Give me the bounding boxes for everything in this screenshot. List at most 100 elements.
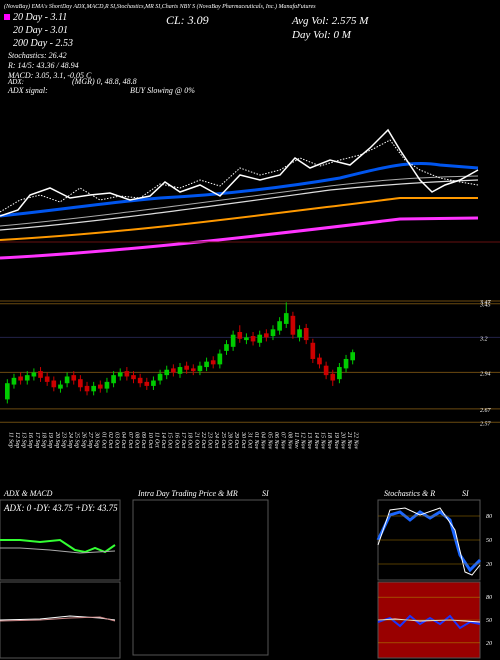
ma-40 bbox=[0, 175, 479, 227]
candle-body bbox=[230, 334, 236, 347]
candle-body bbox=[270, 329, 276, 337]
candle-body bbox=[91, 385, 96, 392]
candle-body bbox=[310, 342, 316, 359]
x-tick-label: 23 Sep bbox=[60, 432, 66, 448]
panel-title: Intra Day Trading Price & MR bbox=[137, 489, 238, 498]
candle-body bbox=[131, 375, 136, 380]
x-tick-label: 04 Nov bbox=[260, 432, 267, 450]
x-tick-label: 21 Oct bbox=[193, 432, 199, 448]
macd-signal bbox=[0, 616, 116, 622]
candle-body bbox=[38, 371, 43, 378]
x-tick-label: 23 Oct bbox=[207, 432, 213, 448]
x-tick-label: 12 Nov bbox=[300, 432, 306, 450]
candle-body bbox=[97, 384, 103, 389]
candle-body bbox=[337, 367, 342, 380]
candle-body bbox=[84, 385, 90, 392]
candle-body bbox=[204, 361, 209, 368]
candle-body bbox=[144, 381, 150, 386]
ema-label: 20 Day - 3.01 bbox=[13, 25, 68, 36]
adx-line bbox=[0, 538, 116, 554]
x-tick-label: 18 Sep bbox=[41, 432, 47, 448]
avg-vol: Avg Vol: 2.575 M bbox=[291, 15, 369, 27]
close-label: CL: 3.09 bbox=[166, 13, 209, 27]
day-vol: Day Vol: 0 M bbox=[291, 29, 352, 41]
candle-body bbox=[224, 344, 229, 351]
y-tick-label: 20 bbox=[486, 562, 492, 568]
candle-body bbox=[350, 352, 356, 361]
x-tick-label: 30 Sep bbox=[94, 431, 100, 448]
candle-body bbox=[111, 375, 116, 384]
x-tick-label: 11 Oct bbox=[153, 432, 159, 448]
x-tick-label: 31 Oct bbox=[246, 431, 252, 448]
x-tick-label: 25 Oct bbox=[220, 432, 226, 448]
x-tick-label: 18 Oct bbox=[187, 432, 193, 448]
candle-body bbox=[210, 360, 216, 365]
x-tick-label: 13 Sep bbox=[21, 432, 27, 448]
rsi-line bbox=[377, 618, 481, 623]
x-tick-label: 04 Oct bbox=[120, 432, 127, 448]
x-tick-label: 08 Nov bbox=[286, 432, 292, 450]
x-tick-label: 11 Nov bbox=[293, 432, 299, 449]
x-tick-label: 21 Nov bbox=[346, 432, 352, 450]
candle-body bbox=[51, 380, 57, 388]
x-tick-label: 06 Nov bbox=[273, 432, 279, 450]
x-tick-label: 15 Nov bbox=[319, 432, 325, 450]
y-tick-label: 3.45 bbox=[479, 302, 491, 309]
x-tick-label: 18 Nov bbox=[326, 432, 332, 450]
y-tick-label: 3.47 bbox=[479, 299, 492, 306]
x-tick-label: 19 Sep bbox=[47, 432, 53, 448]
candle-body bbox=[71, 375, 77, 381]
x-tick-label: 28 Oct bbox=[226, 432, 232, 448]
x-tick-label: 15 Oct bbox=[167, 432, 173, 448]
price-panel: 3.473.45 3.2 2.94 2.67 2.57 11 Sep 12 Sep 13 Se… bbox=[0, 299, 500, 450]
candle-body bbox=[64, 376, 70, 384]
x-tick-label: 05 Nov bbox=[266, 432, 272, 450]
x-tick-label: 08 Oct bbox=[134, 432, 140, 448]
candle-body bbox=[330, 373, 336, 381]
price-line bbox=[0, 128, 479, 217]
y-tick-label: 2.94 bbox=[480, 370, 491, 377]
x-tick-label: 14 Oct bbox=[160, 432, 167, 448]
x-tick-label: 16 Oct bbox=[173, 432, 179, 448]
candle-body bbox=[31, 372, 37, 377]
candle-body bbox=[124, 371, 130, 377]
candle-body bbox=[24, 375, 30, 381]
candle-body bbox=[171, 368, 176, 373]
x-tick-label: 03 Oct bbox=[114, 432, 120, 448]
y-tick-label: 50 bbox=[486, 618, 492, 624]
candle-body bbox=[303, 327, 309, 341]
panel-title: ADX & MACD bbox=[3, 489, 53, 498]
adx-signal: ADX signal: bbox=[7, 86, 48, 95]
x-tick-label: 27 Sep bbox=[87, 432, 93, 448]
candle-body bbox=[290, 315, 296, 335]
y-tick-label: 80 bbox=[486, 514, 492, 520]
x-tick-label: 07 Oct bbox=[127, 432, 133, 448]
candle-body bbox=[283, 313, 289, 324]
candle-body bbox=[317, 357, 322, 365]
x-tick-label: 14 Nov bbox=[313, 432, 320, 450]
x-tick-label: 24 Oct bbox=[213, 432, 220, 448]
y-tick-label: 20 bbox=[486, 641, 492, 647]
x-tick-label: 24 Sep bbox=[67, 432, 74, 448]
ma-50 bbox=[0, 179, 479, 231]
x-tick-label: 11 Sep bbox=[7, 432, 13, 448]
candle-body bbox=[250, 336, 256, 342]
legend-swatch bbox=[4, 14, 10, 20]
stoch-label: Stochastics: 26.42 bbox=[8, 51, 67, 60]
y-tick-label: 80 bbox=[486, 595, 492, 601]
candle-body bbox=[264, 333, 269, 338]
ma-20 bbox=[0, 161, 479, 218]
adx-label: ADX: 0 -DY: 43.75 +DY: 43.75 bbox=[3, 503, 118, 513]
x-tick-label: 16 Sep bbox=[27, 432, 33, 448]
signal: BUY Slowing @ 0% bbox=[130, 86, 195, 95]
candle-body bbox=[11, 377, 17, 385]
ma-5 bbox=[0, 139, 479, 213]
candle-body bbox=[297, 329, 302, 338]
y-tick-label: 2.67 bbox=[480, 408, 492, 414]
x-tick-label: 26 Sep bbox=[80, 432, 86, 448]
candle-body bbox=[217, 353, 223, 365]
stoch-line bbox=[377, 507, 481, 576]
x-tick-label: 22 Nov bbox=[353, 432, 359, 450]
x-tick-label: 13 Nov bbox=[306, 432, 312, 450]
panel-title: Stochastics & R bbox=[384, 489, 435, 498]
